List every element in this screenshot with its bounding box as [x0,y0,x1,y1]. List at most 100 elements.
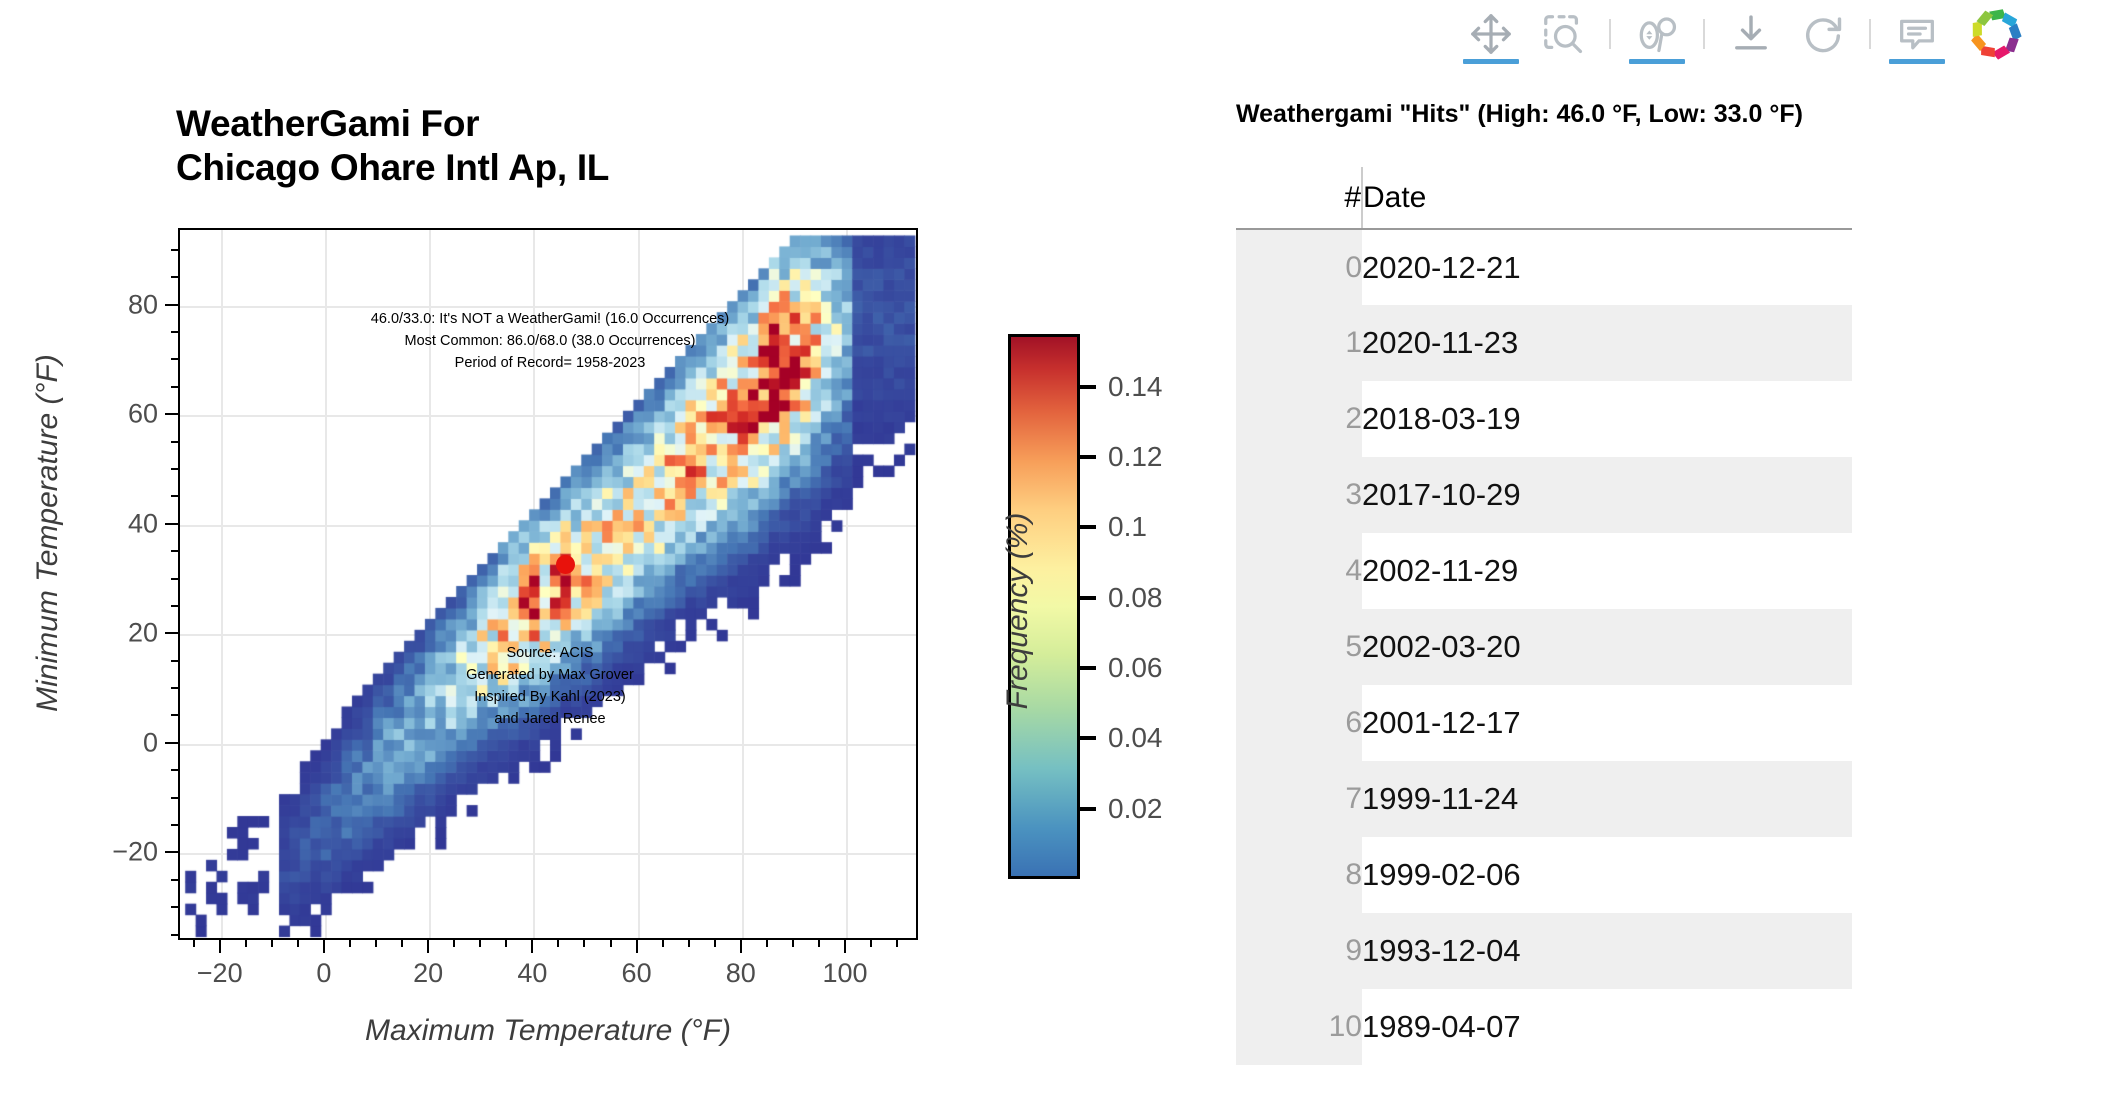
highlight-point-marker [556,554,576,574]
table-row[interactable]: 3 2017-10-29 [1236,457,1852,533]
hits-table-title: Weathergami "Hits" (High: 46.0 °F, Low: … [1236,100,1803,128]
row-date-cell: 1993-12-04 [1362,913,1852,989]
density-histogram [180,230,916,938]
plot-toolbar[interactable] [1455,0,2104,72]
y-tick-minor [171,796,178,799]
plot-annotation-top: 46.0/33.0: It's NOT a WeatherGami! (16.0… [370,311,730,372]
x-tick-label: 100 [822,958,868,988]
x-tick-minor [896,940,899,947]
row-date-cell: 1999-02-06 [1362,837,1852,913]
y-tick-major [165,303,178,306]
x-tick-major [427,940,430,953]
weathergami-figure: WeatherGami For Chicago Ohare Intl Ap, I… [0,72,1210,1116]
y-tick-minor [171,358,178,361]
row-date-cell: 2002-11-29 [1362,533,1852,609]
download-icon [1735,15,1767,50]
row-index-cell: 8 [1236,837,1362,913]
reset-tool-button[interactable] [1787,0,1859,68]
hover-active-underline [1629,59,1685,64]
x-tick-minor [479,940,482,947]
y-axis-ticks: −20 0 20 40 60 80 [0,228,178,944]
pan-tool-button[interactable] [1455,0,1527,68]
y-tick-label: 40 [127,508,158,539]
y-tick-label: −20 [112,836,158,867]
column-header-index: # [1236,167,1362,230]
y-tick-label: 60 [127,398,158,429]
figure-title: WeatherGami For Chicago Ohare Intl Ap, I… [176,103,610,188]
table-row[interactable]: 6 2001-12-17 [1236,685,1852,761]
x-tick-minor [557,940,560,947]
row-date-cell: 1989-04-07 [1362,989,1852,1065]
table-row[interactable]: 1 2020-11-23 [1236,305,1852,381]
y-tick-minor [171,687,178,690]
x-tick-minor [192,940,195,947]
colorbar-tick-label: 0.04 [1108,722,1163,754]
table-row[interactable]: 9 1993-12-04 [1236,913,1852,989]
row-index-cell: 3 [1236,457,1362,533]
reset-icon [1805,17,1842,53]
y-tick-label: 20 [127,617,158,648]
y-tick-minor [171,714,178,717]
x-tick-minor [244,940,247,947]
row-date-cell: 2020-11-23 [1362,305,1852,381]
table-row[interactable]: 4 2002-11-29 [1236,533,1852,609]
row-date-cell: 2001-12-17 [1362,685,1852,761]
x-tick-major [531,940,534,953]
colorbar-tick-label: 0.06 [1108,652,1163,684]
holoviews-logo-icon [1971,9,2022,60]
colorbar-tick [1080,525,1096,530]
hover-icon [1639,17,1677,53]
help-tool-button[interactable] [1881,0,1953,68]
y-tick-minor [171,604,178,607]
density-plot-axes[interactable]: 46.0/33.0: It's NOT a WeatherGami! (16.0… [178,228,918,940]
y-tick-minor [171,769,178,772]
x-tick-minor [505,940,508,947]
table-row[interactable]: 2 2018-03-19 [1236,381,1852,457]
x-tick-minor [270,940,273,947]
row-date-cell: 1999-11-24 [1362,761,1852,837]
colorbar-tick [1080,806,1096,811]
row-date-cell: 2017-10-29 [1362,457,1852,533]
colorbar-tick [1080,736,1096,741]
x-tick-label: 20 [413,958,444,988]
table-row[interactable]: 5 2002-03-20 [1236,609,1852,685]
table-row[interactable]: 7 1999-11-24 [1236,761,1852,837]
row-date-cell: 2002-03-20 [1362,609,1852,685]
box-zoom-icon [1544,15,1583,54]
x-axis-title: Maximum Temperature (°F) [365,1014,731,1047]
x-tick-minor [583,940,586,947]
row-index-cell: 9 [1236,913,1362,989]
hits-table[interactable]: # Date 0 2020-12-21 1 2020-11-23 2 2018-03-19… [1236,167,1852,1065]
hover-tool-button[interactable] [1621,0,1693,68]
table-header-row: # Date [1236,167,1852,230]
x-tick-major [322,940,325,953]
row-index-cell: 0 [1236,229,1362,305]
y-tick-minor [171,577,178,580]
row-index-cell: 10 [1236,989,1362,1065]
y-tick-minor [171,467,178,470]
x-tick-label: 80 [725,958,756,988]
colorbar-title: Frequency (%) [1001,512,1034,710]
y-tick-minor [171,385,178,388]
row-index-cell: 1 [1236,305,1362,381]
y-tick-minor [171,550,178,553]
colorbar-tick [1080,666,1096,671]
x-tick-major [844,940,847,953]
table-row[interactable]: 10 1989-04-07 [1236,989,1852,1065]
row-index-cell: 2 [1236,381,1362,457]
x-tick-minor [817,940,820,947]
y-tick-minor [171,331,178,334]
box-zoom-tool-button[interactable] [1527,0,1599,68]
x-tick-minor [296,940,299,947]
x-tick-major [635,940,638,953]
x-tick-minor [661,940,664,947]
holoviews-logo[interactable] [1953,0,2039,68]
x-tick-major [739,940,742,953]
save-tool-button[interactable] [1715,0,1787,68]
y-tick-minor [171,933,178,936]
row-index-cell: 5 [1236,609,1362,685]
table-row[interactable]: 8 1999-02-06 [1236,837,1852,913]
tooltip-icon [1900,19,1934,50]
x-tick-minor [791,940,794,947]
table-row[interactable]: 0 2020-12-21 [1236,229,1852,305]
